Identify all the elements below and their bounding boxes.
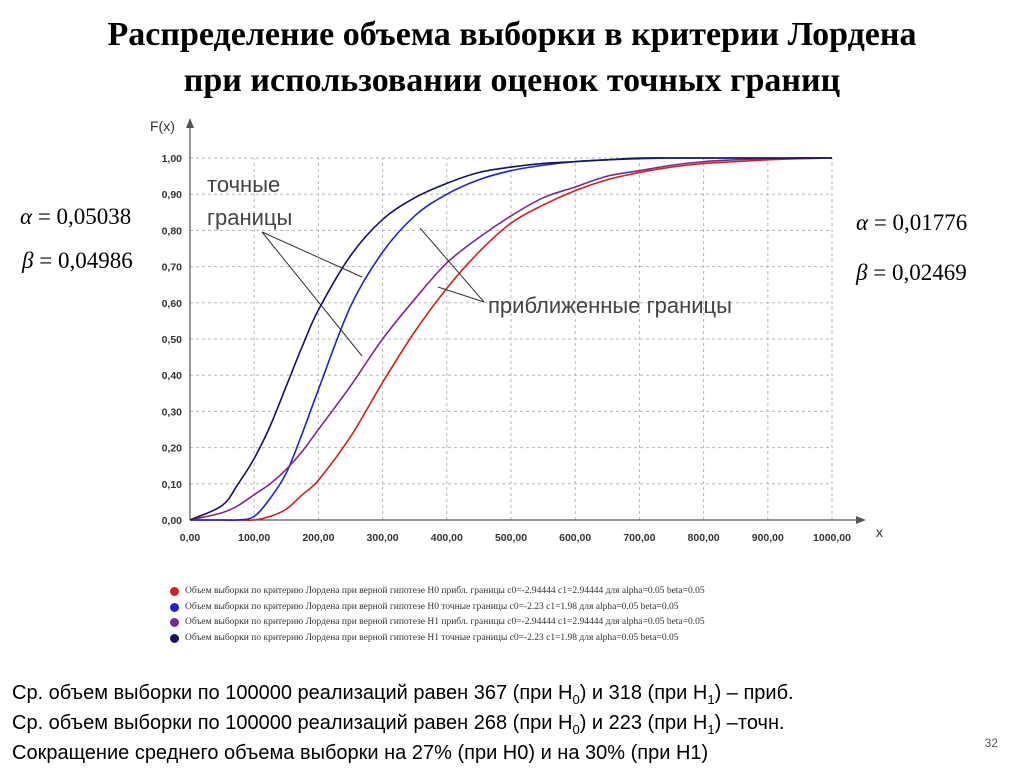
legend-item: Объем выборки по критерию Лордена при ве… xyxy=(170,584,705,600)
legend-marker xyxy=(170,587,179,597)
slide-title: Распределение объема выборки в критерии … xyxy=(0,12,1024,104)
summary-line-2-part-a: Ср. объем выборки по 100000 реализаций р… xyxy=(12,712,573,734)
summary-line-1-part-b: ) и 318 (при H xyxy=(579,682,708,704)
series-line-0 xyxy=(190,157,833,522)
legend-label: Объем выборки по критерию Лордена при ве… xyxy=(185,617,705,627)
annotation-exact-pointer-2 xyxy=(261,231,363,357)
summary-line-2: Ср. объем выборки по 100000 реализаций р… xyxy=(12,708,794,738)
y-axis-arrow xyxy=(186,118,194,128)
x-tick-label: 500,00 xyxy=(495,532,527,544)
legend-label: Объем выборки по критерию Лордена при ве… xyxy=(185,586,705,596)
x-tick-label: 600,00 xyxy=(559,532,591,544)
summary-line-1-sub-h0: 0 xyxy=(572,692,580,707)
chart-ticks: 0,00 100,00 200,00 300,00 400,00 500,00 600,00… xyxy=(162,153,852,544)
series-line-3 xyxy=(189,157,832,521)
legend-item: Объем выборки по критерию Лордена при ве… xyxy=(170,631,705,647)
title-line-1: Распределение объема выборки в критерии … xyxy=(107,16,917,53)
x-axis-arrow xyxy=(856,516,866,524)
chart-series xyxy=(189,157,833,522)
legend-label: Объем выборки по критерию Лордена при ве… xyxy=(185,632,679,643)
y-tick-label: 0,70 xyxy=(162,262,183,274)
x-axis-label: x xyxy=(876,524,883,540)
left-alpha-symbol: α xyxy=(20,204,33,229)
right-alpha-formula: α = 0,01776 xyxy=(856,210,967,236)
x-tick-label: 400,00 xyxy=(431,532,463,544)
y-tick-label: 0,30 xyxy=(162,406,183,418)
x-tick-label: 200,00 xyxy=(302,532,334,544)
y-tick-label: 0,80 xyxy=(162,225,183,237)
annotation-exact-line1: точные xyxy=(207,172,280,197)
legend-marker xyxy=(170,633,179,643)
y-tick-label: 0,60 xyxy=(162,298,183,310)
legend-marker xyxy=(170,618,179,628)
left-beta-value: = 0,04986 xyxy=(39,248,133,273)
annotation-approx-pointer-2 xyxy=(437,286,485,303)
left-beta-symbol: β xyxy=(22,248,34,273)
y-tick-label: 0,40 xyxy=(162,370,183,382)
legend-marker xyxy=(170,602,179,612)
annotation-approx-pointer-1 xyxy=(419,227,485,303)
right-beta-symbol: β xyxy=(856,260,868,285)
x-tick-label: 700,00 xyxy=(623,532,655,544)
right-alpha-value: = 0,01776 xyxy=(873,210,968,235)
summary-line-1: Ср. объем выборки по 100000 реализаций р… xyxy=(12,678,794,708)
left-alpha-formula: α = 0,05038 xyxy=(20,204,131,230)
y-tick-label: 0,10 xyxy=(162,479,183,491)
summary-line-3: Сокращение среднего объема выборки на 27… xyxy=(12,742,709,764)
legend-item: Объем выборки по критерию Лордена при ве… xyxy=(170,615,705,631)
cdf-chart: F(x) x 0,00 100,00 200,00 300,00 400,00 500,0… xyxy=(150,118,883,544)
series-line-2 xyxy=(189,157,833,521)
legend-item: Объем выборки по критерию Лордена при ве… xyxy=(170,600,705,616)
right-beta-value: = 0,02469 xyxy=(873,260,967,285)
summary-line-1-part-a: Ср. объем выборки по 100000 реализаций р… xyxy=(12,682,573,704)
legend-label: Объем выборки по критерию Лордена при ве… xyxy=(185,601,679,612)
right-alpha-symbol: α xyxy=(856,210,869,235)
chart-legend: Объем выборки по критерию Лордена при ве… xyxy=(170,584,705,646)
title-line-2: при использовании оценок точных границ xyxy=(183,62,841,99)
x-tick-label: 300,00 xyxy=(367,532,399,544)
x-tick-label: 100,00 xyxy=(238,532,270,544)
page-number: 32 xyxy=(984,736,998,750)
chart-axes: F(x) x xyxy=(150,118,883,540)
annotation-approx: приближенные границы xyxy=(488,293,732,318)
y-tick-label: 0,20 xyxy=(162,443,183,455)
x-tick-label: 800,00 xyxy=(688,532,720,544)
y-axis-label: F(x) xyxy=(150,118,175,134)
summary-line-1-sub-h1: 1 xyxy=(707,692,715,707)
summary-line-2-sub-h0: 0 xyxy=(572,722,580,737)
summary-line-2-sub-h1: 1 xyxy=(707,722,715,737)
summary-text: Ср. объем выборки по 100000 реализаций р… xyxy=(12,678,794,768)
left-alpha-value: = 0,05038 xyxy=(37,204,132,229)
right-beta-formula: β = 0,02469 xyxy=(856,260,967,286)
x-tick-label: 1000,00 xyxy=(813,532,851,544)
left-beta-formula: β = 0,04986 xyxy=(22,248,133,274)
y-tick-label: 0,90 xyxy=(162,189,183,201)
y-tick-label: 0,00 xyxy=(162,515,183,527)
chart-annotations: точные границы приближенные границы xyxy=(207,172,732,357)
annotation-exact-pointer-1 xyxy=(261,231,363,278)
y-tick-label: 1,00 xyxy=(162,153,183,165)
summary-line-1-part-c: ) – приб. xyxy=(714,682,794,704)
x-tick-label: 0,00 xyxy=(180,532,201,544)
summary-line-2-part-b: ) и 223 (при H xyxy=(579,712,708,734)
summary-line-2-part-c: ) –точн. xyxy=(714,712,785,734)
annotation-exact-line2: границы xyxy=(207,205,292,230)
y-tick-label: 0,50 xyxy=(162,334,183,346)
x-tick-label: 900,00 xyxy=(752,532,784,544)
